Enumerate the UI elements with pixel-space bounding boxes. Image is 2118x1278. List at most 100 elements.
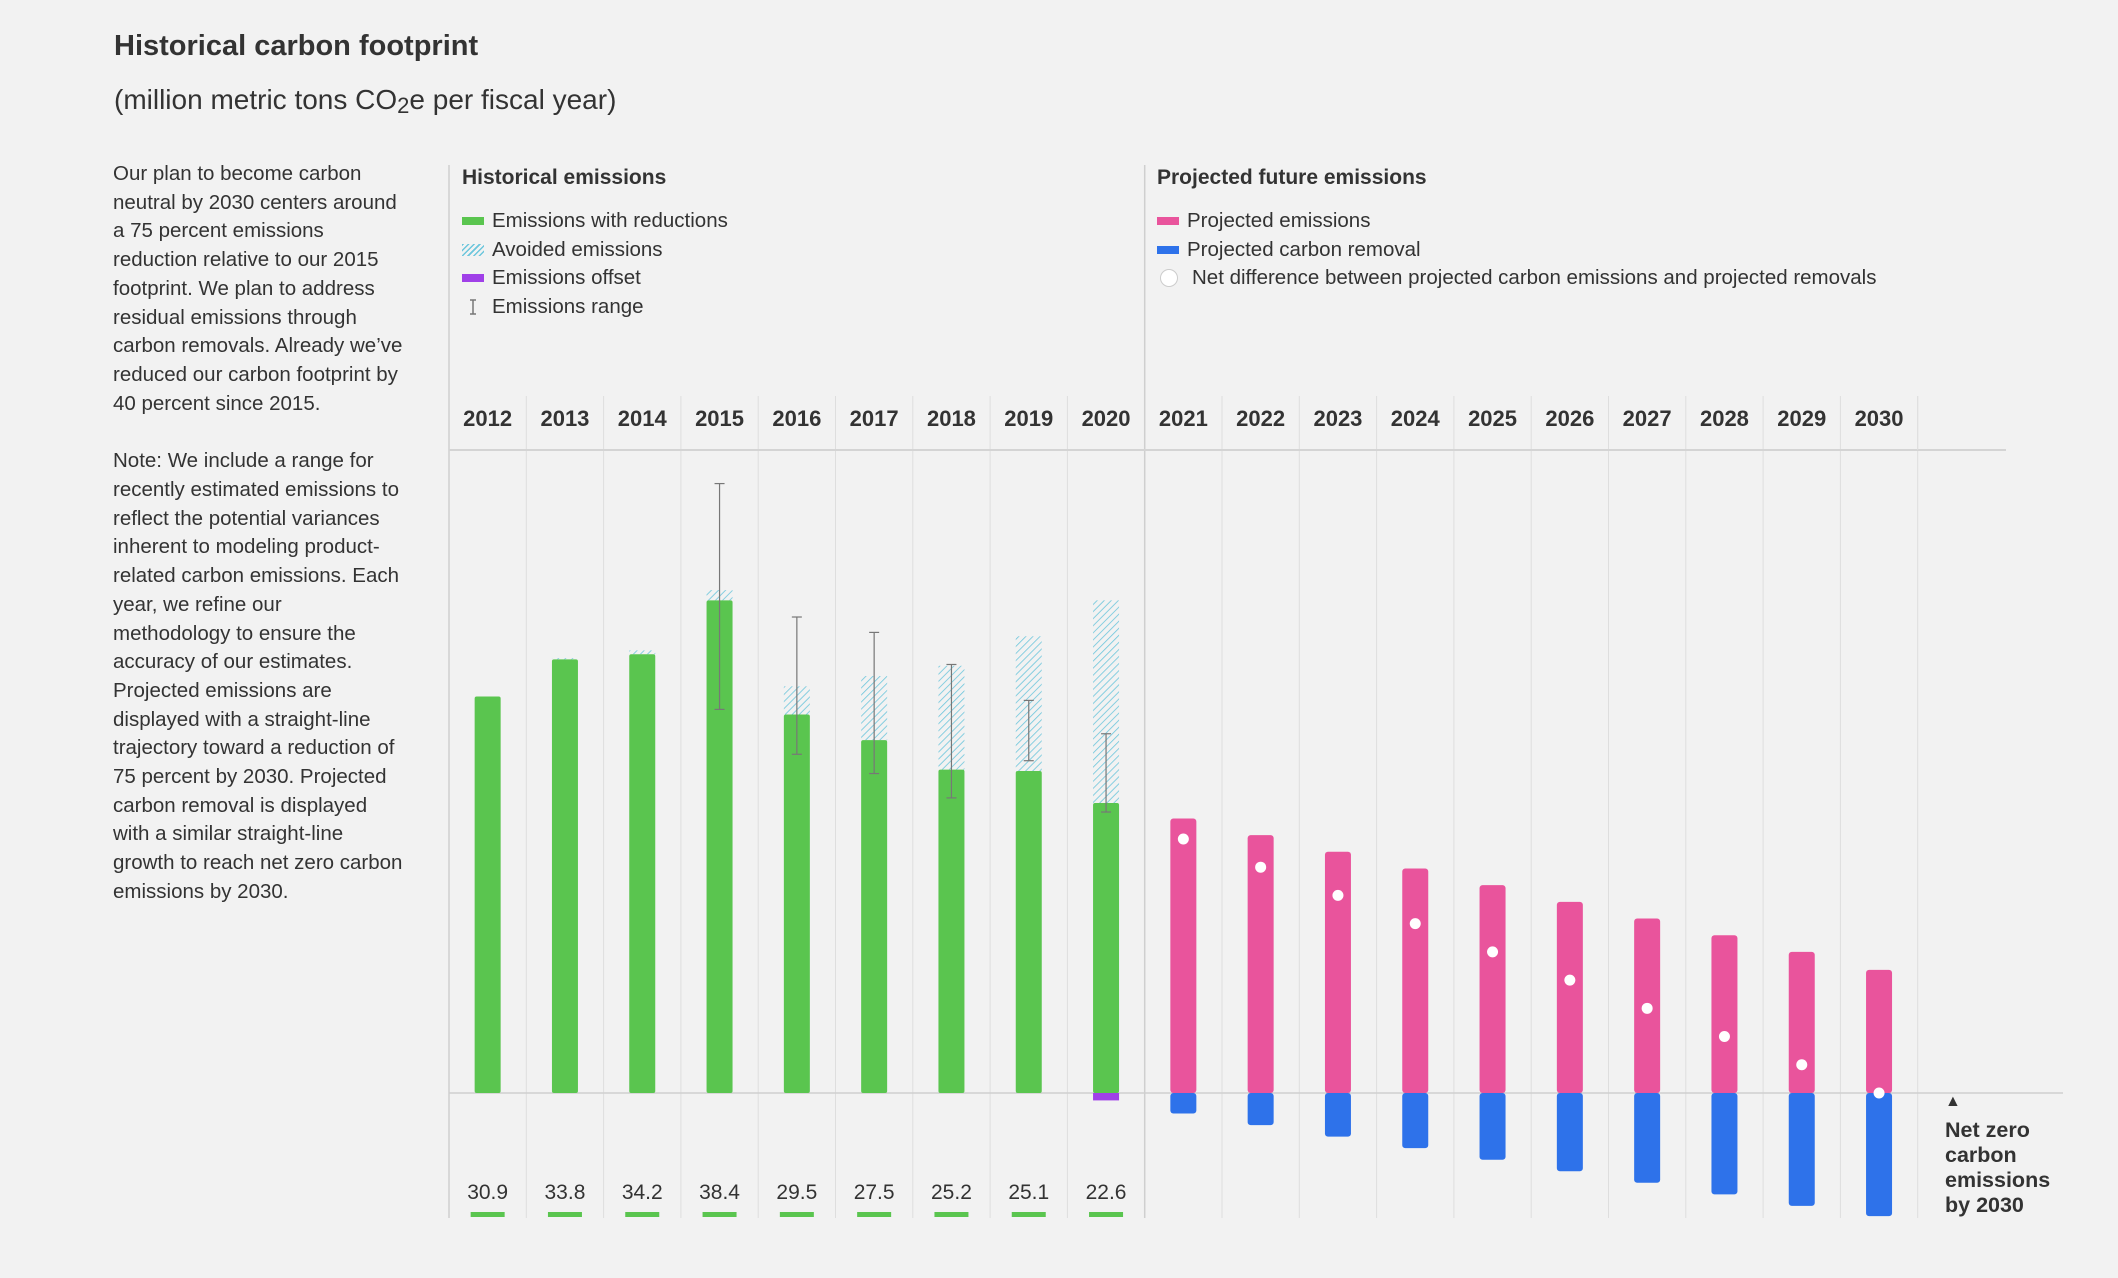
description-paragraph-1: Our plan to become carbon neutral by 203…	[113, 162, 403, 415]
projected-carbon-removal-bar	[1324, 1093, 1351, 1137]
net-difference-dot	[1332, 889, 1344, 901]
legend-item-emissions-range: Emissions range	[462, 295, 644, 319]
net-difference-dot	[1564, 974, 1576, 986]
year-tick-label: 2026	[1545, 406, 1594, 431]
emissions-bar	[629, 654, 656, 1093]
projected-carbon-removal-bar	[1711, 1093, 1738, 1195]
emissions-bar	[551, 659, 578, 1093]
projected-carbon-removal-bar	[1402, 1093, 1429, 1149]
value-label-underline	[934, 1212, 969, 1217]
value-label-underline	[470, 1212, 505, 1217]
emissions-bar	[938, 769, 965, 1093]
projected-emissions-bar	[1866, 969, 1893, 1093]
description: Our plan to become carbon neutral by 203…	[113, 160, 403, 936]
year-tick-label: 2023	[1313, 406, 1362, 431]
value-label-underline	[702, 1212, 737, 1217]
net-difference-dot	[1409, 918, 1421, 930]
emissions-offset-bar	[1093, 1093, 1120, 1101]
purple-swatch-icon	[462, 274, 484, 282]
net-difference-dot	[1718, 1031, 1730, 1043]
avoided-emissions-bar	[629, 650, 656, 655]
year-tick-label: 2019	[1004, 406, 1053, 431]
year-tick-label: 2013	[540, 406, 589, 431]
legend-item-emissions-with-reductions: Emissions with reductions	[462, 209, 728, 233]
year-tick-label: 2015	[695, 406, 744, 431]
year-tick-label: 2029	[1777, 406, 1826, 431]
emissions-bar	[861, 740, 888, 1093]
emissions-bar	[1093, 803, 1120, 1093]
description-paragraph-2: Note: We include a range for recently es…	[113, 449, 403, 903]
legend-item-projected-emissions: Projected emissions	[1157, 209, 1370, 233]
net-difference-dot	[1796, 1059, 1808, 1071]
year-tick-label: 2027	[1623, 406, 1672, 431]
projected-carbon-removal-bar	[1866, 1093, 1893, 1217]
grid: 2012 2013 2014 2015 2016 2017 2018 2019 2020 2021…	[448, 165, 2063, 1218]
green-swatch-icon	[462, 217, 484, 225]
projected-emissions-bar	[1247, 835, 1274, 1093]
projected-carbon-removal-bar	[1479, 1093, 1506, 1160]
chart-subtitle: (million metric tons CO2e per fiscal yea…	[114, 84, 617, 118]
data-value-label: 34.2	[622, 1181, 663, 1204]
avoided-emissions-bar	[551, 658, 578, 660]
legend-historical-title: Historical emissions	[462, 166, 667, 189]
projected-emissions-bar	[1556, 901, 1583, 1093]
value-label-underline	[1011, 1212, 1046, 1217]
year-tick-label: 2022	[1236, 406, 1285, 431]
year-tick-label: 2025	[1468, 406, 1517, 431]
value-label-underline	[1089, 1212, 1124, 1217]
pink-swatch-icon	[1157, 217, 1179, 225]
projected-carbon-removal-bar	[1170, 1093, 1197, 1114]
value-label-underline	[779, 1212, 814, 1217]
projected-emissions-bar	[1170, 818, 1197, 1093]
net-zero-label: Net zero carbon emissions by 2030	[1945, 1118, 2051, 1217]
year-tick-label: 2028	[1700, 406, 1749, 431]
projected-carbon-removal-bar	[1634, 1093, 1661, 1183]
net-difference-dot	[1641, 1002, 1653, 1014]
projected-emissions-bar	[1479, 885, 1506, 1093]
legend-projected-title: Projected future emissions	[1157, 166, 1427, 189]
emissions-bar	[706, 600, 733, 1093]
data-value-label: 33.8	[545, 1181, 586, 1204]
year-tick-label: 2021	[1159, 406, 1208, 431]
net-difference-dot	[1487, 946, 1499, 958]
chart-title: Historical carbon footprint	[114, 30, 479, 62]
year-tick-label: 2020	[1082, 406, 1131, 431]
white-dot-icon	[1160, 269, 1178, 287]
emissions-bar	[1015, 770, 1042, 1093]
projected-emissions-bar	[1324, 851, 1351, 1093]
net-difference-dot	[1255, 861, 1267, 873]
legend-item-projected-carbon-removal: Projected carbon removal	[1157, 238, 1421, 262]
year-tick-label: 2030	[1855, 406, 1904, 431]
projected-emissions-bar	[1788, 951, 1815, 1093]
projected-carbon-removal-bar	[1788, 1093, 1815, 1206]
value-label-underline	[625, 1212, 660, 1217]
net-difference-dot	[1177, 833, 1189, 845]
value-label-underline	[547, 1212, 582, 1217]
error-bar-icon	[470, 299, 476, 315]
data-value-label: 25.2	[931, 1181, 972, 1204]
chart-marks: 30.9 33.8 34.2 38.4 29.5 27.5 25.2 25.1 22.6	[467, 482, 1893, 1217]
blue-swatch-icon	[1157, 246, 1179, 254]
year-tick-label: 2024	[1391, 406, 1441, 431]
data-value-label: 22.6	[1086, 1181, 1127, 1204]
legend-item-net-difference: Net difference between projected carbon …	[1157, 266, 1876, 290]
projected-emissions-bar	[1402, 868, 1429, 1093]
data-value-label: 29.5	[776, 1181, 817, 1204]
data-value-label: 25.1	[1008, 1181, 1049, 1204]
legend-item-emissions-offset: Emissions offset	[462, 266, 641, 290]
hatch-swatch-icon	[462, 244, 484, 256]
projected-carbon-removal-bar	[1247, 1093, 1274, 1126]
data-value-label: 27.5	[854, 1181, 895, 1204]
emissions-bar	[474, 696, 501, 1093]
value-label-underline	[857, 1212, 892, 1217]
projected-carbon-removal-bar	[1556, 1093, 1583, 1172]
year-tick-label: 2014	[618, 406, 668, 431]
emissions-bar	[783, 714, 810, 1093]
net-zero-arrow-icon: ▲	[1945, 1093, 1961, 1110]
year-tick-label: 2017	[850, 406, 899, 431]
year-tick-label: 2016	[772, 406, 821, 431]
year-tick-label: 2018	[927, 406, 976, 431]
data-value-label: 38.4	[699, 1181, 740, 1204]
data-value-label: 30.9	[467, 1181, 508, 1204]
